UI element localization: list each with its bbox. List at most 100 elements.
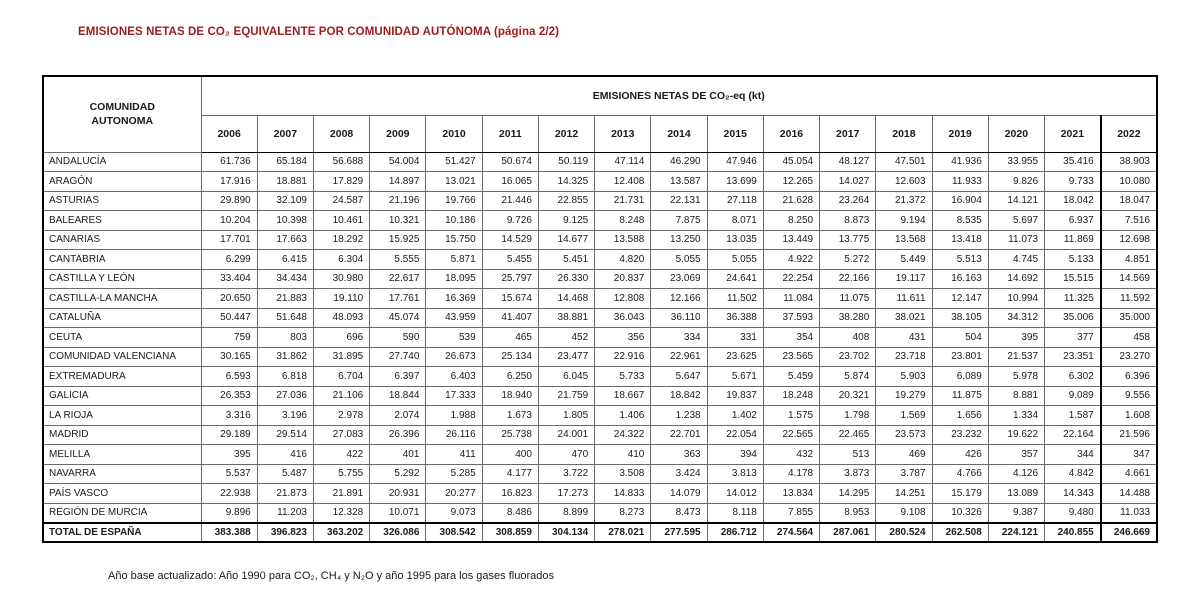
value-cell-2021: 5.133 — [1044, 249, 1102, 270]
value-cell-2022: 38.903 — [1099, 151, 1158, 172]
value-cell-2013: 12.408 — [594, 171, 652, 192]
value-cell-2017: 13.775 — [819, 229, 877, 250]
value-cell-2022: 347 — [1099, 444, 1158, 465]
year-header-2006: 2006 — [200, 114, 258, 153]
value-cell-2016: 11.084 — [762, 288, 821, 309]
value-cell-2012: 1.805 — [537, 405, 596, 426]
value-cell-2020: 13.089 — [987, 483, 1046, 504]
region-name: ARAGÓN — [42, 171, 202, 192]
value-cell-2012: 21.759 — [537, 385, 596, 406]
value-cell-2018: 47.501 — [875, 151, 933, 172]
year-header-2014: 2014 — [650, 114, 708, 153]
value-cell-2008: 6.704 — [312, 366, 371, 387]
value-cell-2020: 1.334 — [987, 405, 1046, 426]
value-cell-2010: 26.116 — [425, 424, 483, 445]
table-row: REGIÓN DE MURCIA 9.896 11.203 12.328 10.071 9… — [42, 502, 1158, 523]
value-cell-2019: 4.766 — [931, 463, 989, 484]
value-cell-2010: 308.542 — [425, 521, 483, 543]
value-cell-2007: 34.434 — [256, 268, 314, 289]
value-cell-2006: 395 — [200, 444, 258, 465]
value-cell-2008: 31.895 — [312, 346, 371, 367]
value-cell-2008: 24.587 — [312, 190, 371, 211]
value-cell-2017: 287.061 — [819, 521, 877, 543]
value-cell-2017: 48.127 — [819, 151, 877, 172]
table-row: CEUTA 759 803 696 590 539 465 452 356 334 331 354 40… — [42, 327, 1158, 348]
value-cell-2017: 5.272 — [819, 249, 877, 270]
value-cell-2012: 9.125 — [537, 210, 596, 231]
value-cell-2013: 47.114 — [594, 151, 652, 172]
value-cell-2013: 356 — [594, 327, 652, 348]
value-cell-2021: 6.937 — [1044, 210, 1102, 231]
corner-header-line1: COMUNIDAD — [89, 101, 155, 114]
value-cell-2013: 8.273 — [594, 502, 652, 523]
value-cell-2009: 6.397 — [369, 366, 427, 387]
value-cell-2022: 11.592 — [1099, 288, 1158, 309]
value-cell-2015: 36.388 — [706, 307, 764, 328]
value-cell-2007: 10.398 — [256, 210, 314, 231]
value-cell-2013: 13.588 — [594, 229, 652, 250]
value-cell-2009: 5.555 — [369, 249, 427, 270]
value-cell-2020: 5.697 — [987, 210, 1046, 231]
value-cell-2022: 14.569 — [1099, 268, 1158, 289]
value-cell-2015: 14.012 — [706, 483, 764, 504]
value-cell-2022: 246.669 — [1099, 521, 1158, 543]
region-name: ANDALUCÍA — [42, 151, 202, 172]
value-cell-2018: 19.117 — [875, 268, 933, 289]
table-row: CASTILLA Y LEÓN 33.404 34.434 30.980 22.617 1… — [42, 268, 1158, 289]
value-cell-2015: 24.641 — [706, 268, 764, 289]
value-cell-2010: 6.403 — [425, 366, 483, 387]
value-cell-2013: 278.021 — [594, 521, 652, 543]
value-cell-2009: 2.074 — [369, 405, 427, 426]
value-cell-2006: 29.890 — [200, 190, 258, 211]
total-label: TOTAL DE ESPAÑA — [42, 521, 202, 543]
value-cell-2022: 4.851 — [1099, 249, 1158, 270]
value-cell-2020: 5.978 — [987, 366, 1046, 387]
year-header-2010: 2010 — [425, 114, 483, 153]
value-cell-2006: 383.388 — [200, 521, 258, 543]
year-header-2020: 2020 — [987, 114, 1046, 153]
value-cell-2019: 6.089 — [931, 366, 989, 387]
value-cell-2006: 6.593 — [200, 366, 258, 387]
value-cell-2017: 14.027 — [819, 171, 877, 192]
value-cell-2016: 18.248 — [762, 385, 821, 406]
value-cell-2013: 8.248 — [594, 210, 652, 231]
value-cell-2020: 4.126 — [987, 463, 1046, 484]
value-cell-2022: 11.033 — [1099, 502, 1158, 523]
value-cell-2014: 23.069 — [650, 268, 708, 289]
region-name: CASTILLA-LA MANCHA — [42, 288, 202, 309]
value-cell-2012: 24.001 — [537, 424, 596, 445]
emissions-table: COMUNIDAD AUTONOMA EMISIONES NETAS DE CO… — [42, 75, 1158, 543]
value-cell-2019: 16.904 — [931, 190, 989, 211]
value-cell-2012: 452 — [537, 327, 596, 348]
table-row: PAÍS VASCO 22.938 21.873 21.891 20.931 20.277… — [42, 483, 1158, 504]
value-cell-2017: 38.280 — [819, 307, 877, 328]
value-cell-2021: 18.042 — [1044, 190, 1102, 211]
value-cell-2013: 5.733 — [594, 366, 652, 387]
value-cell-2018: 9.108 — [875, 502, 933, 523]
value-cell-2007: 3.196 — [256, 405, 314, 426]
value-cell-2016: 13.834 — [762, 483, 821, 504]
value-cell-2018: 11.611 — [875, 288, 933, 309]
value-cell-2022: 12.698 — [1099, 229, 1158, 250]
value-cell-2008: 17.829 — [312, 171, 371, 192]
value-cell-2016: 5.459 — [762, 366, 821, 387]
value-cell-2012: 14.468 — [537, 288, 596, 309]
value-cell-2022: 458 — [1099, 327, 1158, 348]
value-cell-2010: 1.988 — [425, 405, 483, 426]
value-cell-2008: 696 — [312, 327, 371, 348]
value-cell-2006: 50.447 — [200, 307, 258, 328]
year-header-2009: 2009 — [369, 114, 427, 153]
value-cell-2016: 12.265 — [762, 171, 821, 192]
value-cell-2015: 47.946 — [706, 151, 764, 172]
value-cell-2013: 18.667 — [594, 385, 652, 406]
value-cell-2009: 326.086 — [369, 521, 427, 543]
year-header-2007: 2007 — [256, 114, 314, 153]
value-cell-2007: 6.818 — [256, 366, 314, 387]
value-cell-2008: 12.328 — [312, 502, 371, 523]
value-cell-2011: 1.673 — [481, 405, 539, 426]
value-cell-2006: 3.316 — [200, 405, 258, 426]
value-cell-2014: 334 — [650, 327, 708, 348]
value-cell-2018: 19.279 — [875, 385, 933, 406]
value-cell-2016: 45.054 — [762, 151, 821, 172]
